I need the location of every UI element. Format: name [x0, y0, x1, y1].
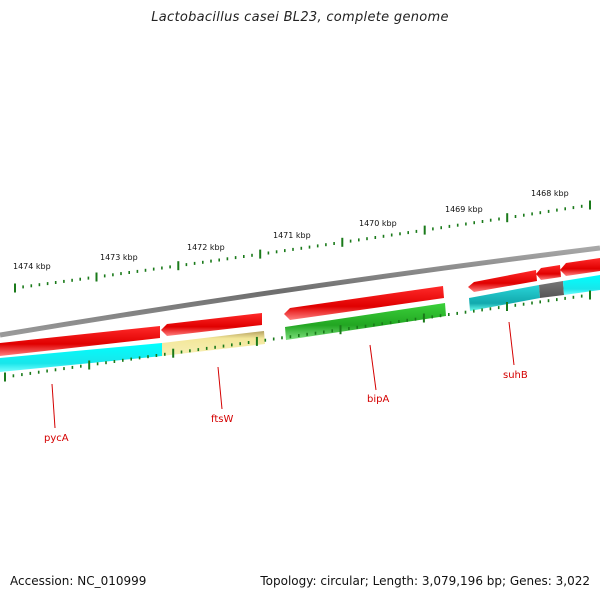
kbp-label-1473: 1473 kbp	[100, 253, 138, 262]
inner-scale-ticks	[4, 290, 591, 382]
gene-label-pycA[interactable]: pycA	[44, 433, 69, 444]
cds-pycA[interactable]	[0, 326, 160, 356]
cog-bipA[interactable]	[285, 303, 446, 340]
gene-label-bipA[interactable]: bipA	[367, 394, 389, 405]
leader-pycA	[51, 383, 56, 429]
leader-bipA	[369, 344, 377, 391]
map-title: Lactobacillus casei BL23, complete genom…	[151, 10, 449, 25]
gene-label-ftsW[interactable]: ftsW	[211, 414, 233, 425]
outer-scale-ticks	[14, 200, 591, 293]
cog-tail[interactable]	[563, 275, 600, 295]
leader-ftsW	[217, 366, 223, 410]
cog-gray-segment[interactable]	[539, 281, 564, 298]
leader-suhB	[508, 321, 515, 366]
cog-ftsW[interactable]	[162, 331, 265, 356]
gene-labels: pycA ftsW bipA suhB	[44, 370, 528, 444]
accession-text: Accession: NC_010999	[10, 574, 147, 588]
cds-ftsW[interactable]	[161, 313, 262, 336]
genome-summary-text: Topology: circular; Length: 3,079,196 bp…	[260, 574, 590, 588]
cds-small-1[interactable]	[536, 265, 561, 280]
cog-pycA[interactable]	[0, 343, 162, 372]
genome-backbone	[0, 245, 600, 338]
kbp-label-1470: 1470 kbp	[359, 219, 397, 228]
cog-suhB[interactable]	[469, 285, 540, 311]
gene-label-suhB[interactable]: suhB	[503, 370, 528, 381]
gene-leaders	[51, 321, 515, 429]
kbp-label-1469: 1469 kbp	[445, 205, 483, 214]
kbp-label-1474: 1474 kbp	[13, 262, 51, 271]
kbp-label-1468: 1468 kbp	[531, 189, 569, 198]
kbp-label-1471: 1471 kbp	[273, 231, 311, 240]
forward-cds-track	[0, 258, 600, 356]
kbp-label-1472: 1472 kbp	[187, 243, 225, 252]
cds-small-2[interactable]	[560, 258, 600, 276]
cds-suhB[interactable]	[468, 270, 537, 292]
cog-track	[0, 275, 600, 372]
kbp-labels: 1474 kbp 1473 kbp 1472 kbp 1471 kbp 1470…	[13, 189, 569, 271]
cds-bipA[interactable]	[284, 286, 444, 320]
